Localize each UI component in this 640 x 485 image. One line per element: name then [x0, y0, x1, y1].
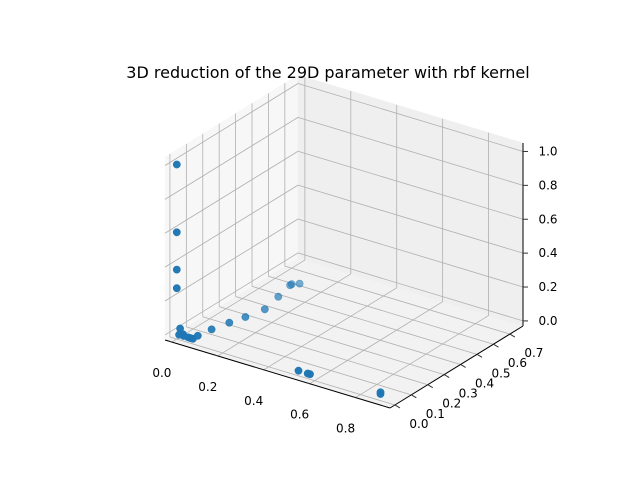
x-tick-label: 0.4: [244, 394, 263, 408]
data-point: [172, 160, 181, 169]
y-tick: [509, 333, 516, 338]
x-tick-label: 0.0: [152, 366, 171, 380]
x-tick: [214, 354, 218, 357]
tick-labels: 0.00.20.40.60.8 0.00.10.20.30.40.50.60.70…: [152, 144, 557, 435]
data-point: [260, 305, 269, 314]
z-grid-back: [297, 184, 524, 254]
data-point: [274, 292, 283, 301]
x-axis-line: [164, 339, 391, 409]
y-grid-floor: [202, 316, 428, 386]
y-grid-floor: [268, 275, 494, 345]
x-tick: [168, 340, 173, 343]
axis-panes: [164, 74, 524, 409]
data-point: [241, 313, 250, 321]
y-tick-label: 0.7: [524, 346, 543, 360]
data-point: [172, 228, 181, 237]
y-tick: [427, 384, 434, 389]
x-tick: [352, 396, 356, 399]
chart-title: 3D reduction of the 29D parameter with r…: [126, 63, 529, 82]
y-grid-floor: [235, 296, 461, 365]
y-tick-label: 0.5: [491, 366, 510, 380]
x-tick-label: 0.8: [336, 422, 355, 436]
x-tick-label: 0.6: [290, 408, 309, 422]
y-tick-label: 0.3: [459, 387, 478, 401]
y-tick: [476, 353, 483, 358]
y-tick: [394, 404, 401, 409]
x-grid-floor: [217, 273, 352, 357]
data-point: [225, 318, 234, 327]
y-tick-label: 0.4: [475, 376, 494, 390]
z-tick-label: 0.6: [538, 212, 557, 226]
x-grid-floor: [355, 315, 489, 398]
y-tick: [411, 394, 417, 399]
data-point: [172, 284, 181, 293]
z-grid-left: [164, 117, 299, 200]
data-point: [376, 388, 385, 397]
z-grid-back: [297, 150, 524, 220]
z-grid-left: [164, 252, 299, 336]
z-tick-label: 0.2: [538, 280, 557, 294]
z-grid-back: [297, 252, 524, 322]
y-tick-label: 0.1: [426, 407, 445, 421]
grid-lines: [164, 77, 524, 406]
x-grid-floor: [171, 259, 306, 343]
y-axis-line: [389, 325, 524, 409]
x-grid-floor: [263, 287, 397, 371]
y-tick-label: 0.6: [508, 356, 527, 370]
data-point: [306, 370, 314, 379]
y-grid-floor: [219, 306, 445, 375]
data-point: [294, 366, 303, 375]
y-tick: [460, 364, 466, 368]
y-tick-label: 0.0: [409, 417, 428, 431]
z-grid-back: [297, 83, 524, 152]
data-point: [188, 334, 197, 343]
z-grid-back: [297, 116, 524, 186]
data-point: [172, 265, 181, 274]
tick-marks: [168, 150, 528, 409]
y-grid-floor: [169, 336, 396, 406]
z-grid-left: [164, 83, 299, 166]
z-grid-back: [297, 218, 524, 288]
x-tick-label: 0.2: [198, 380, 217, 394]
y-tick-label: 0.2: [442, 397, 461, 411]
axis-lines: [164, 143, 524, 409]
data-point: [286, 281, 294, 290]
data-points: [172, 160, 385, 398]
x-tick: [306, 382, 310, 385]
y-grid-floor: [186, 326, 412, 396]
z-tick-label: 0.4: [538, 246, 557, 260]
z-tick-label: 0.0: [538, 314, 557, 328]
z-grid-left: [164, 184, 299, 268]
data-point: [207, 325, 216, 334]
z-tick-label: 0.8: [538, 178, 557, 192]
x-tick: [260, 368, 264, 371]
data-point: [295, 279, 304, 288]
y-tick: [443, 374, 450, 379]
x-grid-floor: [309, 301, 443, 385]
z-tick-label: 1.0: [538, 144, 557, 158]
z-grid-left: [164, 150, 299, 234]
y-tick: [493, 343, 499, 348]
y-grid-floor: [284, 265, 510, 335]
y-grid-floor: [251, 285, 478, 355]
z-grid-left: [164, 218, 299, 302]
